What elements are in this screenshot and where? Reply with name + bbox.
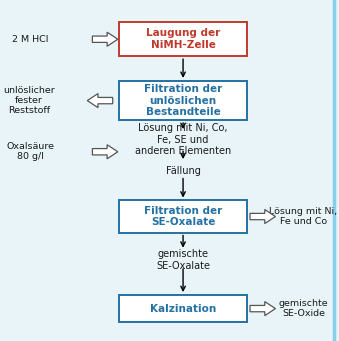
Text: Kalzination: Kalzination	[150, 303, 216, 314]
Text: gemischte
SE-Oxide: gemischte SE-Oxide	[279, 299, 328, 318]
Text: Oxalsäure
80 g/l: Oxalsäure 80 g/l	[6, 142, 55, 161]
FancyBboxPatch shape	[119, 22, 247, 56]
Polygon shape	[92, 32, 118, 46]
FancyBboxPatch shape	[119, 201, 247, 233]
Text: Lösung mit Ni,
Fe und Co: Lösung mit Ni, Fe und Co	[270, 207, 337, 226]
FancyBboxPatch shape	[119, 295, 247, 322]
Polygon shape	[92, 145, 118, 159]
Text: unlöslicher
fester
Reststoff: unlöslicher fester Reststoff	[3, 86, 55, 116]
Text: 2 M HCl: 2 M HCl	[12, 35, 49, 44]
Polygon shape	[87, 93, 113, 108]
Text: Filtration der
SE-Oxalate: Filtration der SE-Oxalate	[144, 206, 222, 227]
Text: Fällung: Fällung	[166, 165, 200, 176]
Text: Laugung der
NiMH-Zelle: Laugung der NiMH-Zelle	[146, 28, 220, 50]
Text: Lösung mit Ni, Co,
Fe, SE und
anderen Elementen: Lösung mit Ni, Co, Fe, SE und anderen El…	[135, 123, 231, 157]
Polygon shape	[250, 301, 275, 316]
FancyBboxPatch shape	[119, 81, 247, 120]
Text: gemischte
SE-Oxalate: gemischte SE-Oxalate	[156, 249, 210, 271]
Text: Filtration der
unlöslichen
Bestandteile: Filtration der unlöslichen Bestandteile	[144, 84, 222, 117]
Polygon shape	[250, 209, 275, 224]
